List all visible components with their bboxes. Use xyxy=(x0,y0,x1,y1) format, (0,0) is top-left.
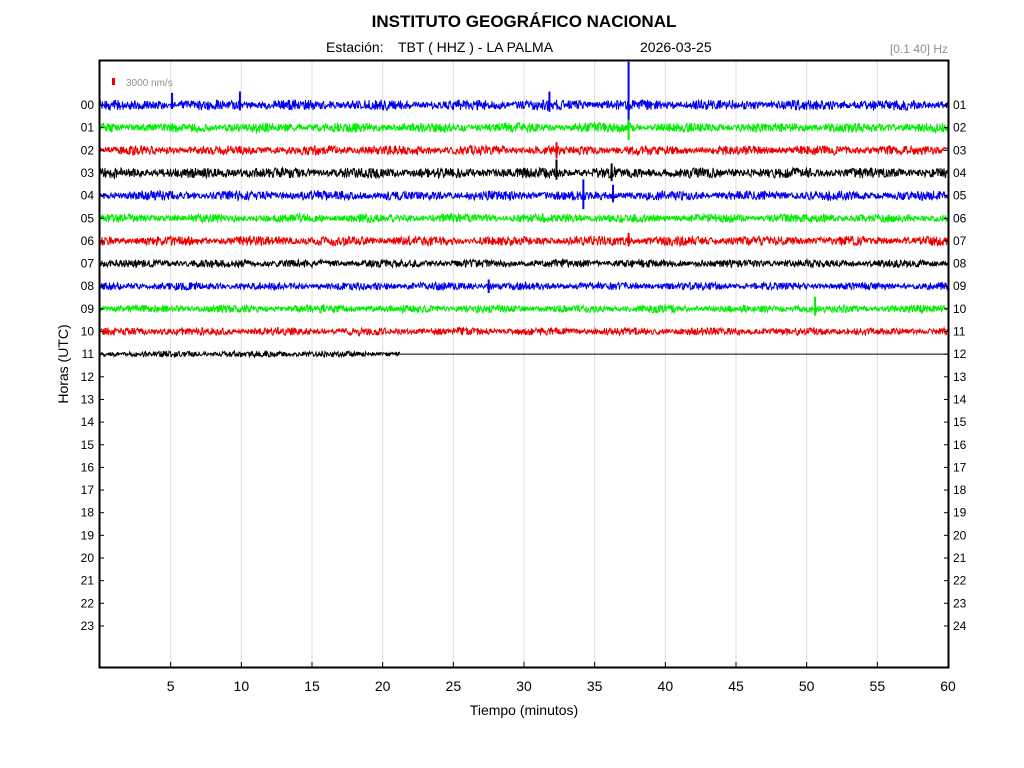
hour-label-right: 21 xyxy=(953,551,967,565)
hour-label-left: 21 xyxy=(81,574,95,588)
hour-label-left: 19 xyxy=(81,528,95,542)
hour-label-left: 22 xyxy=(81,596,95,610)
hour-label-left: 01 xyxy=(81,121,95,135)
hour-label-left: 04 xyxy=(81,189,95,203)
x-tick-label: 25 xyxy=(446,678,462,694)
hour-label-left: 18 xyxy=(81,506,95,520)
hour-label-left: 02 xyxy=(81,143,95,157)
trace-hour-06 xyxy=(99,234,949,248)
hour-label-right: 14 xyxy=(953,392,967,406)
x-tick-label: 40 xyxy=(658,678,674,694)
station-name: TBT ( HHZ ) - LA PALMA xyxy=(398,39,554,55)
chart-title: INSTITUTO GEOGRÁFICO NACIONAL xyxy=(372,12,677,31)
trace-hour-03 xyxy=(99,165,949,180)
station-label: Estación: xyxy=(326,39,384,55)
hour-label-right: 24 xyxy=(953,619,967,633)
hour-label-left: 06 xyxy=(81,234,95,248)
x-tick-label: 15 xyxy=(304,678,320,694)
hour-label-right: 17 xyxy=(953,460,967,474)
hour-label-left: 05 xyxy=(81,211,95,225)
hour-label-right: 20 xyxy=(953,528,967,542)
trace-hour-04 xyxy=(99,189,949,203)
hour-label-left: 16 xyxy=(81,460,95,474)
x-tick-label: 35 xyxy=(587,678,603,694)
filter-band: [0.1 40] Hz xyxy=(890,42,948,56)
x-tick-label: 45 xyxy=(728,678,744,694)
hour-labels-right: 01 02 03 04 05 06 07 08 09 10 11 12 13 14 15 16 17 18 19 20… xyxy=(944,98,967,633)
hour-label-right: 12 xyxy=(953,347,967,361)
trace-hour-00 xyxy=(99,98,949,112)
hour-label-left: 23 xyxy=(81,619,95,633)
hour-label-right: 03 xyxy=(953,143,967,157)
scale-label: 3000 nm/s xyxy=(126,78,173,89)
chart-date: 2026-03-25 xyxy=(640,39,712,55)
hour-label-right: 05 xyxy=(953,189,967,203)
trace-hour-11 xyxy=(99,349,400,359)
hour-label-right: 13 xyxy=(953,370,967,384)
x-tick-label: 55 xyxy=(870,678,886,694)
x-tick-label: 10 xyxy=(234,678,250,694)
hour-label-left: 09 xyxy=(81,302,95,316)
hour-label-left: 08 xyxy=(81,279,95,293)
trace-hour-02 xyxy=(99,144,949,157)
trace-hour-05 xyxy=(99,212,949,224)
trace-hour-01 xyxy=(99,121,949,135)
hour-label-right: 06 xyxy=(953,211,967,225)
trace-hour-09 xyxy=(100,303,949,315)
hour-label-left: 10 xyxy=(81,325,95,339)
trace-hour-10 xyxy=(99,326,949,338)
trace-hour-07 xyxy=(99,257,949,270)
hour-label-right: 16 xyxy=(953,438,967,452)
hour-label-left: 12 xyxy=(81,370,95,384)
hour-label-left: 00 xyxy=(81,98,95,112)
hour-label-right: 08 xyxy=(953,257,967,271)
hour-label-right: 23 xyxy=(953,596,967,610)
x-tick-label: 5 xyxy=(167,678,175,694)
hour-label-right: 22 xyxy=(953,574,967,588)
x-tick-label: 30 xyxy=(516,678,532,694)
hour-label-right: 09 xyxy=(953,279,967,293)
traces xyxy=(99,61,949,359)
grid-lines xyxy=(170,61,878,667)
hour-label-left: 11 xyxy=(82,347,95,361)
x-axis-ticks: 5 10 15 20 25 30 35 40 45 50 55 60 xyxy=(167,662,956,694)
hour-label-right: 18 xyxy=(953,483,967,497)
scale-bar xyxy=(112,78,115,85)
hour-label-left: 17 xyxy=(81,483,95,497)
y-axis-label: Horas (UTC) xyxy=(55,324,71,403)
hour-label-right: 10 xyxy=(953,302,967,316)
hour-label-right: 04 xyxy=(953,166,967,180)
hour-label-left: 20 xyxy=(81,551,95,565)
hour-label-right: 07 xyxy=(953,234,967,248)
hour-label-left: 07 xyxy=(81,257,95,271)
hour-labels-left: 00 01 02 03 04 05 06 07 08 09 10 11 12 13 14 15 16 17 18 19… xyxy=(81,98,104,633)
x-tick-label: 20 xyxy=(375,678,391,694)
trace-hour-08 xyxy=(99,280,949,292)
x-tick-label: 60 xyxy=(940,678,956,694)
hour-label-right: 01 xyxy=(953,98,967,112)
hour-label-right: 19 xyxy=(953,506,967,520)
x-tick-label: 50 xyxy=(799,678,815,694)
hour-label-left: 14 xyxy=(81,415,95,429)
hour-label-left: 13 xyxy=(81,392,95,406)
hour-label-right: 11 xyxy=(953,325,966,339)
x-axis-label: Tiempo (minutos) xyxy=(470,702,578,718)
hour-label-left: 15 xyxy=(81,438,95,452)
hour-label-left: 03 xyxy=(81,166,95,180)
plot-frame xyxy=(98,59,950,669)
hour-label-right: 15 xyxy=(953,415,967,429)
hour-label-right: 02 xyxy=(953,121,967,135)
